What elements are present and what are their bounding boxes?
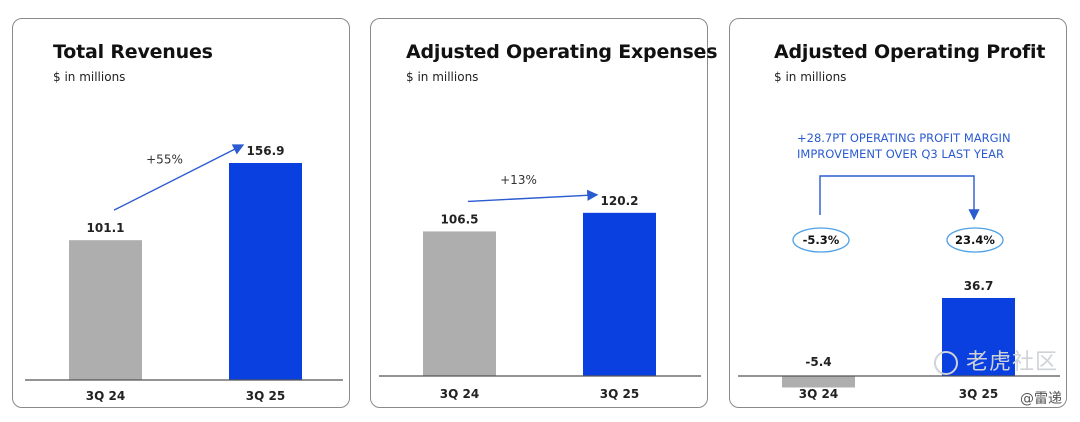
margin-annotation-line: IMPROVEMENT OVER Q3 LAST YEAR bbox=[797, 147, 1004, 161]
growth-arrow bbox=[467, 189, 599, 203]
value-label: 36.7 bbox=[964, 279, 994, 293]
x-tick-label: 3Q 24 bbox=[86, 389, 125, 403]
margin-annotation-line: +28.7PT OPERATING PROFIT MARGIN bbox=[797, 131, 1011, 145]
value-label: 106.5 bbox=[441, 212, 479, 226]
x-tick-label: 3Q 25 bbox=[600, 387, 639, 401]
panel-title: Adjusted Operating Expenses bbox=[406, 41, 718, 63]
watermark-text: 老虎社区 bbox=[965, 350, 1058, 375]
bar-3q24 bbox=[782, 376, 855, 388]
value-label: 101.1 bbox=[87, 221, 125, 235]
x-tick-label: 3Q 25 bbox=[246, 389, 285, 403]
watermark-logo-icon bbox=[933, 351, 958, 375]
watermark: 老虎社区 bbox=[933, 344, 1058, 376]
revenues-chart: 101.1 3Q 24 156.9 3Q 25 +55% bbox=[25, 144, 343, 403]
panel-title: Total Revenues bbox=[53, 41, 213, 63]
panel-title: Adjusted Operating Profit bbox=[774, 41, 1046, 63]
growth-arrow bbox=[113, 144, 245, 211]
margin-bracket-arrow bbox=[819, 175, 980, 221]
value-label: 156.9 bbox=[247, 144, 285, 158]
margin-badge bbox=[792, 227, 850, 253]
x-tick-label: 3Q 25 bbox=[959, 387, 998, 401]
x-tick-label: 3Q 24 bbox=[440, 387, 479, 401]
credit-text: @雷递 bbox=[1020, 391, 1062, 407]
operating-expenses-panel: Adjusted Operating Expenses $ in million… bbox=[370, 18, 718, 408]
panel-subtitle: $ in millions bbox=[53, 70, 126, 84]
margin-badge bbox=[946, 227, 1004, 253]
bar-3q24 bbox=[69, 240, 142, 380]
growth-label: +55% bbox=[146, 153, 183, 167]
margin-value: -5.3% bbox=[803, 233, 840, 247]
bar-3q25 bbox=[583, 212, 656, 376]
margin-value: 23.4% bbox=[955, 233, 995, 247]
panel-subtitle: $ in millions bbox=[406, 70, 479, 84]
panel-subtitle: $ in millions bbox=[774, 70, 847, 84]
growth-label: +13% bbox=[500, 173, 537, 187]
total-revenues-panel: Total Revenues $ in millions 101.1 3Q 24 1… bbox=[12, 18, 350, 408]
value-label: 120.2 bbox=[601, 194, 639, 208]
bar-3q25 bbox=[229, 163, 302, 380]
expenses-chart: 106.5 3Q 24 120.2 3Q 25 +13% bbox=[379, 173, 701, 401]
value-label: -5.4 bbox=[805, 355, 831, 369]
operating-profit-panel: Adjusted Operating Profit $ in millions … bbox=[729, 18, 1067, 408]
bar-3q24 bbox=[423, 231, 496, 376]
x-tick-label: 3Q 24 bbox=[799, 387, 838, 401]
